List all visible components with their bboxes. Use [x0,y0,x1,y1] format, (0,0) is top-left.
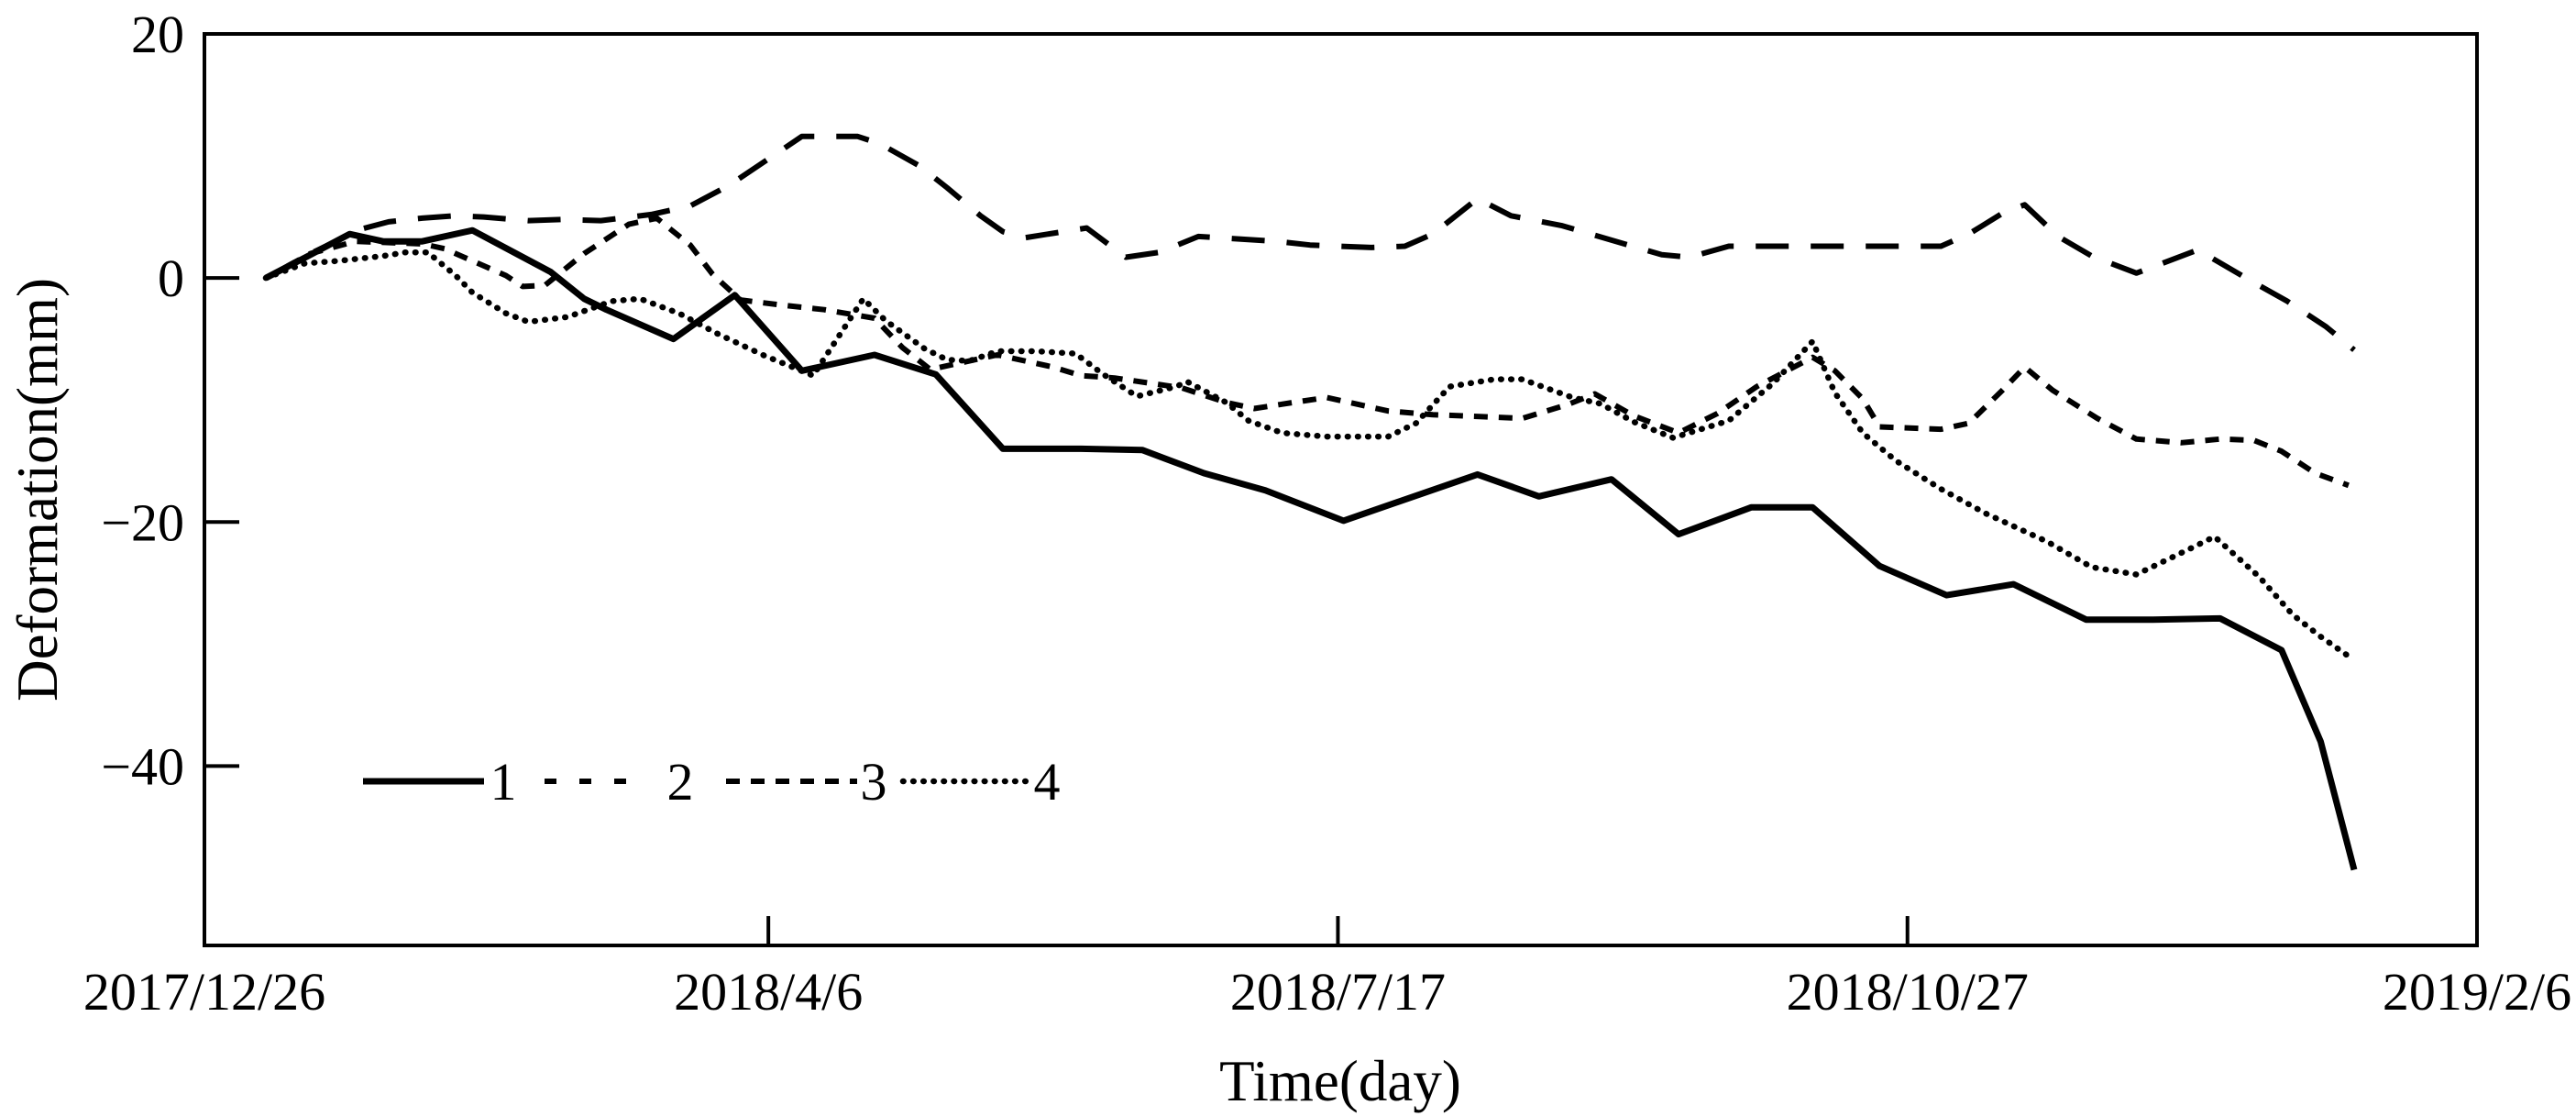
y-axis-title: Deformation(mm) [6,278,70,702]
legend-entry-label: 3 [861,752,887,812]
series-line-2 [264,133,2356,352]
legend-entry-label: 1 [490,752,517,812]
x-axis-title: Time(day) [1219,1049,1461,1113]
plot-border [203,32,2479,947]
y-axis-tick-label: −20 [101,492,184,552]
y-axis-tick-label: 0 [158,249,184,308]
x-axis-tick-label: 2018/7/17 [1230,962,1446,1022]
y-axis-tick-label: −40 [101,736,184,796]
y-axis-tick-label: 20 [131,5,184,64]
legend-entry-label: 2 [667,752,694,812]
x-axis-tick-label: 2019/2/6 [2383,962,2571,1022]
x-axis-tick-label: 2017/12/26 [83,962,325,1022]
series-line-1 [264,227,2358,871]
series-line-3 [264,215,2350,489]
series-line-4 [262,249,2352,659]
legend-entry-label: 4 [1034,752,1061,812]
x-axis-tick-label: 2018/10/27 [1787,962,2029,1022]
x-axis-tick-label: 2018/4/6 [674,962,863,1022]
